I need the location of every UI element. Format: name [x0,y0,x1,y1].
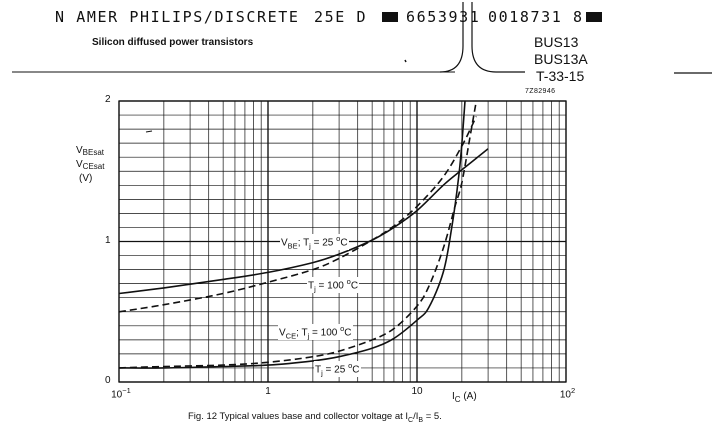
figure-reference: 7Z82946 [525,88,556,95]
curve-label-vbe-25: VBE; Tj = 25 oC [280,234,349,251]
curve-label-vbe-100: Tj = 100 oC [307,277,360,294]
header-black-mark-2 [586,12,602,22]
x-tick-label: 10 [411,386,423,397]
curve-label-vce-100: VCE; Tj = 100 oC [278,324,353,341]
bracket-right [471,2,525,73]
series-line-1 [118,116,478,313]
figure-caption: Fig. 12 Typical values base and collecto… [188,411,442,424]
chart-curves [118,100,489,369]
header-code: 25E D [314,8,368,26]
chart-grid [118,100,567,383]
header-black-mark [382,12,398,22]
series-line-3 [118,100,466,369]
x-tick-label: 10−1 [111,386,131,401]
plot-frame [118,100,567,383]
x-tick-label: 1 [265,386,271,397]
header-number-2: 0018731 8 [488,8,584,26]
y-axis-label: VBEsat VCEsat (V) [76,145,105,184]
header-manufacturer: N AMER PHILIPS/DISCRETE [55,8,300,26]
x-axis-label: IC (A) [452,391,477,404]
document-subtitle: Silicon diffused power transistors [92,37,254,48]
curve-label-vce-25: Tj = 25 oC [314,361,361,378]
speck-2 [145,130,153,133]
y-tick-label: 0 [105,375,111,386]
part-number-2: BUS13A [534,51,588,67]
speck [404,59,407,63]
y-tick-label: 1 [105,234,111,246]
series-line-0 [118,148,489,295]
bracket-left [439,2,464,73]
series-line-2 [118,100,478,369]
y-tick-label: 2 [105,94,111,105]
part-number-1: BUS13 [534,34,579,50]
header-number-1: 6653931 [406,8,481,26]
x-tick-label: 102 [559,386,576,401]
part-number-3: T-33-15 [536,68,585,84]
